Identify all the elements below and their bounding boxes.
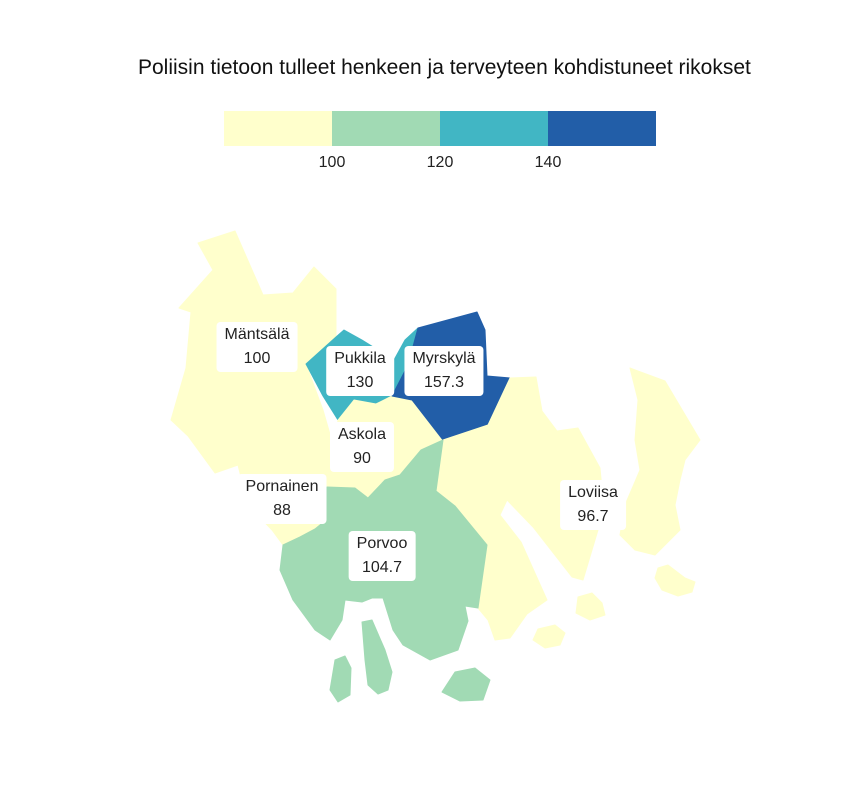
- region-value: 88: [273, 502, 291, 519]
- legend-tick-2: 120: [426, 154, 454, 171]
- region-value: 96.7: [577, 508, 609, 525]
- region-value: 100: [243, 350, 271, 367]
- region-porvoo-island-2[interactable]: [329, 655, 352, 703]
- legend-swatch-2: [332, 111, 440, 146]
- region-loviisa-island-2[interactable]: [575, 592, 606, 621]
- region-loviisa-east[interactable]: [619, 367, 701, 556]
- region-value: 130: [346, 374, 374, 391]
- region-label-askola: Askola 90: [329, 422, 395, 472]
- legend-swatch-1: [224, 111, 332, 146]
- region-porvoo-island-1[interactable]: [361, 619, 393, 695]
- legend-swatch-3: [440, 111, 548, 146]
- region-name: Mäntsälä: [224, 326, 290, 343]
- region-label-pornainen: Pornainen 88: [237, 474, 327, 524]
- region-value: 104.7: [361, 559, 403, 576]
- region-name: Loviisa: [568, 484, 618, 501]
- region-label-loviisa: Loviisa 96.7: [560, 480, 626, 530]
- region-porvoo-island-3[interactable]: [441, 667, 491, 702]
- region-label-porvoo: Porvoo 104.7: [348, 531, 416, 581]
- region-name: Porvoo: [356, 535, 408, 552]
- region-name: Askola: [337, 426, 387, 443]
- legend-tick-1: 100: [318, 154, 346, 171]
- region-name: Pukkila: [334, 350, 386, 367]
- map-title: Poliisin tietoon tulleet henkeen ja terv…: [138, 56, 751, 79]
- region-label-pukkila: Pukkila 130: [326, 346, 394, 396]
- region-label-mantsala: Mäntsälä 100: [216, 322, 298, 372]
- region-label-myrskyla: Myrskylä 157.3: [404, 346, 484, 396]
- region-value: 157.3: [423, 374, 465, 391]
- region-name: Myrskylä: [412, 350, 476, 367]
- color-legend: [224, 111, 656, 146]
- region-loviisa-island-1[interactable]: [654, 564, 696, 597]
- legend-tick-3: 140: [534, 154, 562, 171]
- region-loviisa-island-3[interactable]: [532, 624, 566, 649]
- region-name: Pornainen: [245, 478, 319, 495]
- legend-swatch-4: [548, 111, 656, 146]
- region-value: 90: [353, 450, 371, 467]
